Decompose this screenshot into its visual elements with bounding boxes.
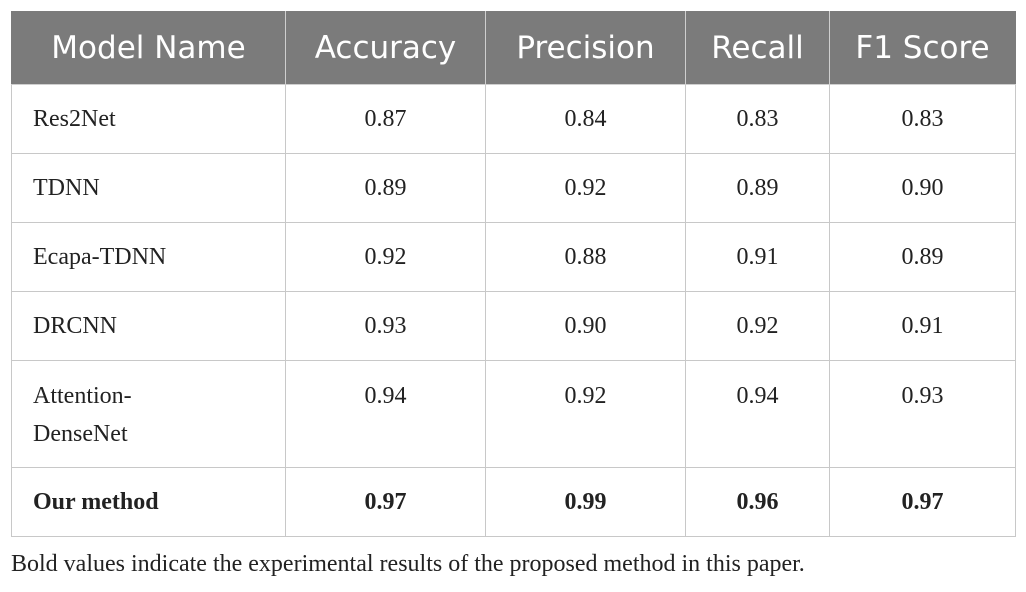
table-row: Ecapa-TDNN 0.92 0.88 0.91 0.89 — [11, 222, 1016, 292]
cell-f1-score: 0.97 — [829, 467, 1016, 537]
cell-precision: 0.90 — [485, 291, 686, 361]
results-table-container: Model Name Accuracy Precision Recall F1 … — [11, 11, 1016, 537]
header-accuracy: Accuracy — [285, 11, 486, 85]
cell-recall: 0.91 — [685, 222, 830, 292]
table-row: DRCNN 0.93 0.90 0.92 0.91 — [11, 291, 1016, 361]
cell-recall: 0.92 — [685, 291, 830, 361]
cell-model-name: Res2Net — [11, 84, 286, 154]
header-row: Model Name Accuracy Precision Recall F1 … — [11, 11, 1016, 85]
header-f1-score: F1 Score — [829, 11, 1016, 85]
cell-accuracy: 0.94 — [285, 360, 486, 468]
cell-f1-score: 0.90 — [829, 153, 1016, 223]
model-name-line-2: DenseNet — [33, 421, 128, 447]
cell-recall: 0.83 — [685, 84, 830, 154]
table-footnote: Bold values indicate the experimental re… — [11, 551, 805, 577]
table-row: Res2Net 0.87 0.84 0.83 0.83 — [11, 84, 1016, 154]
cell-model-name: TDNN — [11, 153, 286, 223]
cell-precision: 0.88 — [485, 222, 686, 292]
cell-accuracy: 0.93 — [285, 291, 486, 361]
cell-model-name: Attention- DenseNet — [11, 360, 286, 468]
table-body: Res2Net 0.87 0.84 0.83 0.83 TDNN 0.89 0.… — [11, 84, 1016, 537]
header-model-name: Model Name — [11, 11, 286, 85]
cell-model-name: Ecapa-TDNN — [11, 222, 286, 292]
cell-recall: 0.96 — [685, 467, 830, 537]
cell-accuracy: 0.89 — [285, 153, 486, 223]
cell-f1-score: 0.91 — [829, 291, 1016, 361]
table-row: Attention- DenseNet 0.94 0.92 0.94 0.93 — [11, 360, 1016, 468]
cell-precision: 0.92 — [485, 360, 686, 468]
cell-precision: 0.99 — [485, 467, 686, 537]
model-name-line-1: Attention- — [33, 383, 132, 409]
cell-model-name: DRCNN — [11, 291, 286, 361]
cell-f1-score: 0.89 — [829, 222, 1016, 292]
table-row-highlighted: Our method 0.97 0.99 0.96 0.97 — [11, 467, 1016, 537]
results-table: Model Name Accuracy Precision Recall F1 … — [11, 11, 1016, 537]
cell-f1-score: 0.93 — [829, 360, 1016, 468]
header-recall: Recall — [685, 11, 830, 85]
cell-model-name: Our method — [11, 467, 286, 537]
cell-precision: 0.92 — [485, 153, 686, 223]
cell-precision: 0.84 — [485, 84, 686, 154]
cell-accuracy: 0.97 — [285, 467, 486, 537]
cell-recall: 0.89 — [685, 153, 830, 223]
table-header: Model Name Accuracy Precision Recall F1 … — [11, 11, 1016, 85]
cell-accuracy: 0.87 — [285, 84, 486, 154]
cell-recall: 0.94 — [685, 360, 830, 468]
table-row: TDNN 0.89 0.92 0.89 0.90 — [11, 153, 1016, 223]
header-precision: Precision — [485, 11, 686, 85]
cell-f1-score: 0.83 — [829, 84, 1016, 154]
cell-accuracy: 0.92 — [285, 222, 486, 292]
